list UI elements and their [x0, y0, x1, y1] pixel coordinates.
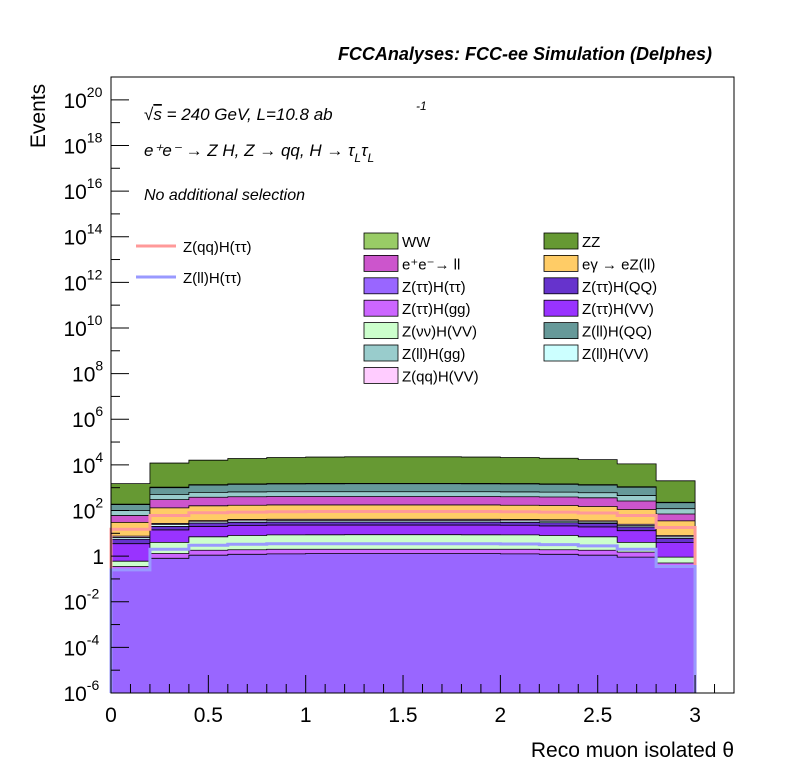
legend-swatch [543, 344, 579, 362]
legend-swatch [543, 254, 579, 272]
legend: Z(qq)H(ττ) Z(ll)H(ττ) WW e⁺e⁻→ ll Z(ττ)H(ττ)… [136, 232, 657, 385]
legend-label: e⁺e⁻→ ll [402, 256, 460, 273]
sqrt-symbol: √ [144, 105, 154, 124]
x-axis-label: Reco muon isolated θ [531, 739, 734, 762]
legend-swatch [543, 322, 579, 340]
y-tick-label: 10 [63, 272, 86, 295]
y-tick-label: 10 [72, 364, 95, 387]
y-tick-exponent: 4 [95, 449, 103, 465]
y-tick-label: 10 [63, 637, 86, 660]
legend-label: Z(ll)H(gg) [402, 346, 465, 363]
legend-label: Z(qq)H(ττ) [183, 239, 252, 256]
y-tick-exponent: -4 [87, 631, 100, 647]
y-tick-label: 10 [72, 500, 95, 523]
legend-label: Z(ll)H(QQ) [582, 324, 652, 341]
line-layer [109, 510, 697, 693]
x-tick-label: 0 [105, 704, 117, 727]
legend-label: Z(ττ)H(QQ) [582, 279, 657, 296]
y-tick-label: 10 [72, 409, 95, 432]
x-tick-label: 1.5 [388, 704, 417, 727]
energy-luminosity-annotation: √s = 240 GeV, L=10.8 ab -1 [144, 99, 427, 124]
legend-swatch [543, 232, 579, 250]
y-tick-exponent: 2 [95, 494, 103, 510]
y-tick-exponent: 20 [87, 84, 103, 100]
y-tick-exponent: 16 [87, 175, 103, 191]
y-tick-exponent: 10 [87, 312, 103, 328]
y-tick-label: 10 [63, 181, 86, 204]
y-tick-label: 10 [63, 90, 86, 113]
lumi-exponent: -1 [416, 99, 427, 113]
selection-annotation: No additional selection [144, 187, 305, 204]
x-tick-label: 2 [495, 704, 507, 727]
second-tau: τ [361, 141, 369, 160]
energy-lumi-text: = 240 GeV, L=10.8 ab [162, 105, 333, 124]
y-tick-exponent: 8 [95, 358, 103, 374]
y-tick-exponent: -6 [87, 677, 100, 693]
y-tick-exponent: 6 [95, 403, 103, 419]
chart-title: FCCAnalyses: FCC-ee Simulation (Delphes) [338, 44, 712, 64]
y-tick-label: 10 [63, 318, 86, 341]
y-tick-label: 10 [63, 135, 86, 158]
signal-line-z-ll-h [109, 542, 697, 693]
legend-label: Z(νν)H(VV) [402, 324, 477, 341]
process-text: e⁺e⁻ → Z H, Z → qq, H → τ [144, 141, 356, 160]
y-tick-label: 10 [63, 592, 86, 615]
signal-line-z-qq-h [109, 510, 697, 693]
svg-text:√s = 240 GeV, L=10.8 ab: √s = 240 GeV, L=10.8 ab [144, 105, 333, 124]
legend-swatch [363, 322, 399, 340]
legend-label: Z(ττ)H(ττ) [402, 279, 466, 296]
legend-swatch [363, 254, 399, 272]
legend-swatch [363, 277, 399, 295]
process-annotation: e⁺e⁻ → Z H, Z → qq, H → τLτL [144, 141, 374, 165]
legend-swatch [543, 277, 579, 295]
y-tick-exponent: 18 [87, 129, 103, 145]
legend-swatch [363, 232, 399, 250]
y-axis-label: Events [27, 84, 50, 148]
tau-subscript-1: L [354, 151, 361, 165]
x-tick-label: 0.5 [194, 704, 223, 727]
legend-swatch [363, 344, 399, 362]
legend-label: Z(ll)H(VV) [582, 346, 649, 363]
svg-text:e⁺e⁻ → Z H, Z → qq, H → τLτL: e⁺e⁻ → Z H, Z → qq, H → τLτL [144, 141, 374, 165]
y-tick-label: 10 [63, 227, 86, 250]
x-axis: 0 0.5 1 1.5 2 2.5 3 [105, 675, 735, 727]
legend-label: Z(qq)H(VV) [402, 368, 479, 385]
legend-label: eγ → eZ(ll) [582, 256, 655, 273]
y-tick-exponent: -2 [87, 586, 100, 602]
legend-swatch [543, 299, 579, 317]
x-tick-label: 1 [300, 704, 312, 727]
legend-label: Z(ττ)H(gg) [402, 301, 471, 318]
legend-label: Z(ττ)H(VV) [582, 301, 654, 318]
y-tick-exponent: 12 [87, 266, 103, 282]
legend-label: WW [402, 234, 431, 251]
x-tick-label: 3 [689, 704, 701, 727]
sqrt-s: s [153, 105, 162, 124]
legend-label: ZZ [582, 234, 600, 251]
legend-label: Z(ll)H(ττ) [183, 270, 242, 287]
y-tick-label: 1 [92, 546, 104, 569]
legend-swatch [363, 366, 399, 384]
stack-layer [110, 456, 696, 694]
x-tick-label: 2.5 [583, 704, 612, 727]
y-tick-exponent: 14 [87, 221, 103, 237]
y-tick-label: 10 [72, 455, 95, 478]
legend-swatch [363, 299, 399, 317]
tau-subscript-2: L [367, 151, 374, 165]
stack-layer-z-h [110, 553, 696, 694]
y-tick-label: 10 [63, 683, 86, 706]
